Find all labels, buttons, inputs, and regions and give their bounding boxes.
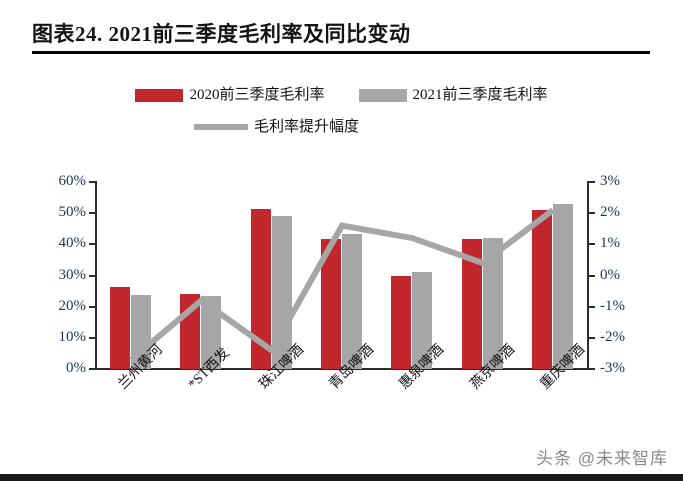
line-series-layer xyxy=(129,207,555,362)
bar-2020-珠江啤酒 xyxy=(250,208,271,369)
figure-title-block: 图表24. 2021前三季度毛利率及同比变动 xyxy=(32,20,652,54)
legend-item-change: 毛利率提升幅度 xyxy=(193,114,359,140)
y-axis-left-tick xyxy=(89,243,95,246)
y-axis-left xyxy=(95,181,97,370)
y-axis-right-tick xyxy=(589,305,595,308)
page-title: 图表24. 2021前三季度毛利率及同比变动 xyxy=(32,22,411,46)
legend-label-2021: 2021前三季度毛利率 xyxy=(412,87,548,103)
y-axis-right-tick xyxy=(589,368,595,370)
legend-swatch-icon-2021 xyxy=(358,88,407,102)
y-axis-left-tick xyxy=(89,368,95,370)
bar-2020-重庆啤酒 xyxy=(531,210,552,369)
bar-2021-惠泉啤酒 xyxy=(412,272,433,369)
legend-item-2021: 2021前三季度毛利率 xyxy=(358,82,548,108)
legend-line-icon-change xyxy=(193,124,248,130)
y-axis-right-tick-label: 3% xyxy=(600,173,620,189)
y-axis-right-tick-label: 0% xyxy=(600,266,620,283)
y-axis-right-tick-label: -3% xyxy=(600,360,625,376)
y-axis-left-tick-label: 20% xyxy=(58,297,87,314)
title-divider xyxy=(32,51,650,54)
y-axis-left-tick-label: 60% xyxy=(58,173,87,189)
y-axis-right-tick-label: -2% xyxy=(600,328,625,345)
y-axis-right-tick xyxy=(589,243,595,246)
y-axis-left-tick xyxy=(89,305,95,308)
legend-row-2: 毛利率提升幅度 xyxy=(0,114,683,140)
y-axis-left-tick-label: 10% xyxy=(58,328,87,345)
y-axis-left-tick-label: 0% xyxy=(66,360,86,376)
bar-2021-燕京啤酒 xyxy=(482,238,503,369)
y-axis-right-tick xyxy=(589,181,595,183)
chart-legend: 2020前三季度毛利率 2021前三季度毛利率 毛利率提升幅度 xyxy=(0,82,683,140)
y-axis-left-tick xyxy=(89,336,95,339)
y-axis-left-tick xyxy=(89,274,95,277)
legend-row-1: 2020前三季度毛利率 2021前三季度毛利率 xyxy=(0,82,683,108)
bar-2020-燕京啤酒 xyxy=(461,239,482,369)
bar-2020-惠泉啤酒 xyxy=(391,276,412,369)
bar-2021-珠江啤酒 xyxy=(271,215,292,369)
legend-label-change: 毛利率提升幅度 xyxy=(253,119,359,135)
y-axis-right-tick xyxy=(589,336,595,339)
legend-item-2020: 2020前三季度毛利率 xyxy=(135,82,325,108)
bar-2020-青岛啤酒 xyxy=(321,239,341,369)
y-axis-left-tick-label: 30% xyxy=(58,266,87,283)
bottom-divider xyxy=(0,474,683,481)
y-axis-right-tick-label: 2% xyxy=(600,204,620,221)
line-gross-margin-change xyxy=(129,207,555,362)
y-axis-left-tick-label: 50% xyxy=(58,204,87,221)
y-axis-right-tick xyxy=(589,212,595,215)
legend-swatch-icon-2020 xyxy=(135,88,184,102)
bar-2020-兰州黄河 xyxy=(110,287,131,369)
y-axis-right-tick-label: -1% xyxy=(600,297,625,314)
bar-2021-重庆啤酒 xyxy=(552,203,573,369)
watermark: 头条 @未来智库 xyxy=(536,449,668,468)
bar-2021-青岛啤酒 xyxy=(342,234,362,369)
y-axis-left-tick xyxy=(89,212,95,215)
legend-label-2020: 2020前三季度毛利率 xyxy=(189,87,325,103)
y-axis-right-tick-label: 1% xyxy=(600,235,620,252)
plot-region xyxy=(96,182,588,369)
y-axis-right-tick xyxy=(589,274,595,277)
x-axis xyxy=(95,368,589,370)
y-axis-right xyxy=(587,181,589,370)
y-axis-left-tick xyxy=(89,181,95,183)
y-axis-left-tick-label: 40% xyxy=(58,235,87,252)
